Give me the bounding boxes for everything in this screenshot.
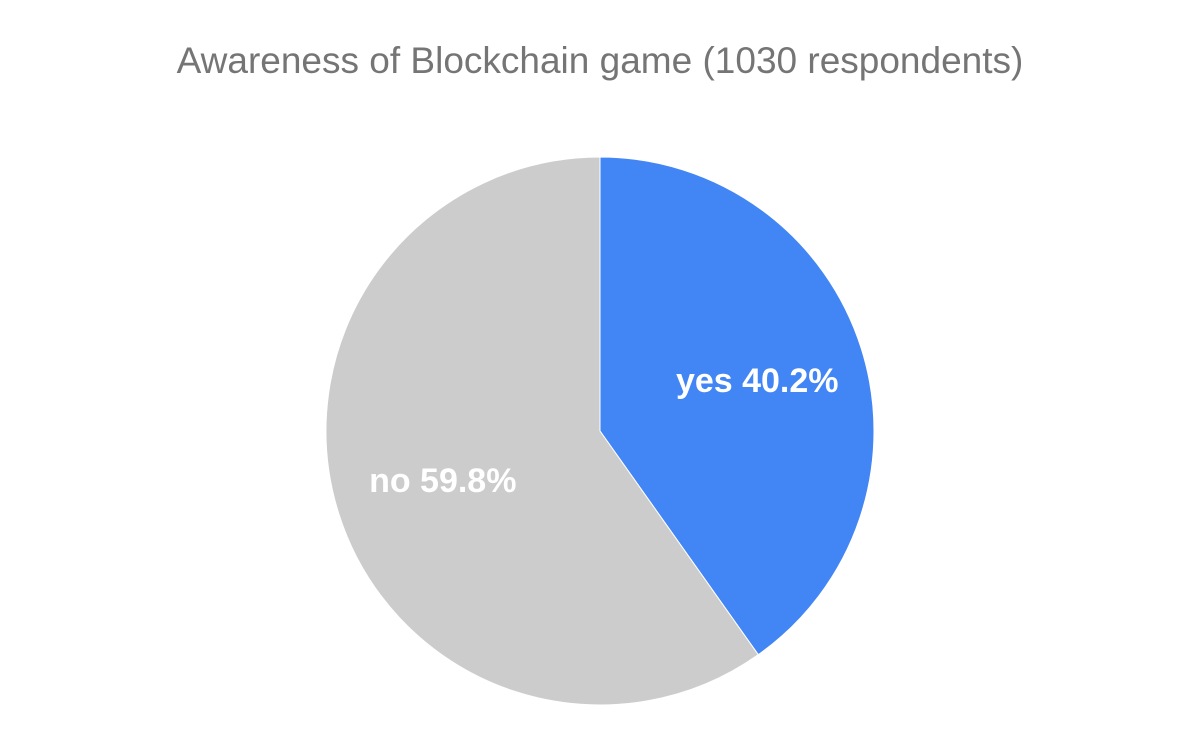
pie-slice-no xyxy=(325,156,759,706)
slice-label-yes: yes 40.2% xyxy=(676,362,839,400)
pie-slice-yes xyxy=(599,156,875,656)
chart-title: Awareness of Blockchain game (1030 respo… xyxy=(176,40,1024,81)
slice-label-no: no 59.8% xyxy=(369,462,516,500)
